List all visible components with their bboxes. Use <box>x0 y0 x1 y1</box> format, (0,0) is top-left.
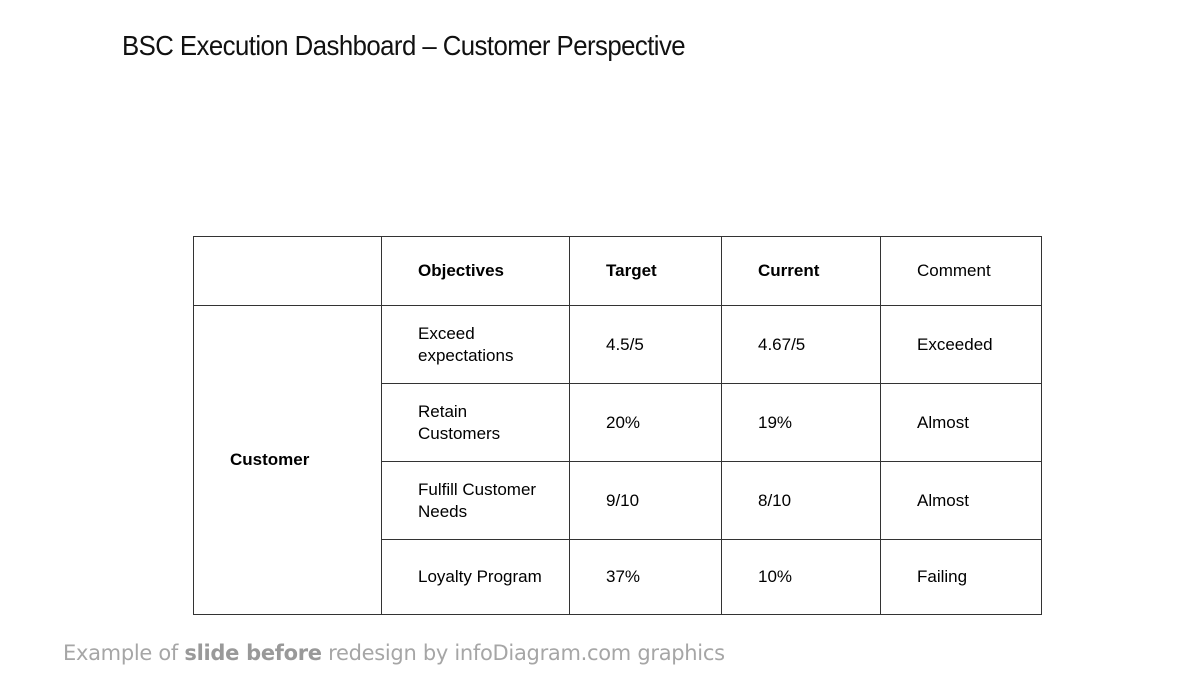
table-header-row: Objectives Target Current Comment <box>193 236 1042 306</box>
footer-suffix: redesign by infoDiagram.com graphics <box>321 641 725 665</box>
bsc-table: Objectives Target Current Comment Custom… <box>193 236 1042 615</box>
current-cell: 10% <box>721 539 881 615</box>
current-cell: 4.67/5 <box>721 305 881 384</box>
perspective-cell: Customer <box>193 305 382 615</box>
header-comment: Comment <box>880 236 1042 306</box>
comment-cell: Exceeded <box>880 305 1042 384</box>
footer-caption: Example of slide before redesign by info… <box>63 641 725 665</box>
target-cell: 4.5/5 <box>569 305 722 384</box>
target-cell: 20% <box>569 383 722 462</box>
comment-cell: Almost <box>880 461 1042 540</box>
objective-cell: Loyalty Program <box>381 539 570 615</box>
objective-cell: Exceed expectations <box>381 305 570 384</box>
header-perspective <box>193 236 382 306</box>
target-cell: 37% <box>569 539 722 615</box>
slide-title: BSC Execution Dashboard – Customer Persp… <box>122 30 686 61</box>
objective-cell: Retain Customers <box>381 383 570 462</box>
table-row: Retain Customers 20% 19% Almost <box>194 383 1042 462</box>
comment-cell: Failing <box>880 539 1042 615</box>
table-row: Fulfill Customer Needs 9/10 8/10 Almost <box>194 461 1042 540</box>
target-cell: 9/10 <box>569 461 722 540</box>
table-row: Customer Exceed expectations 4.5/5 4.67/… <box>193 305 1042 615</box>
table-row: Loyalty Program 37% 10% Failing <box>194 539 1042 615</box>
footer-prefix: Example of <box>63 641 185 665</box>
footer-emphasis: slide before <box>184 641 322 665</box>
objective-cell: Fulfill Customer Needs <box>381 461 570 540</box>
comment-cell: Almost <box>880 383 1042 462</box>
current-cell: 19% <box>721 383 881 462</box>
header-current: Current <box>721 236 881 306</box>
current-cell: 8/10 <box>721 461 881 540</box>
header-target: Target <box>569 236 722 306</box>
header-objectives: Objectives <box>381 236 570 306</box>
